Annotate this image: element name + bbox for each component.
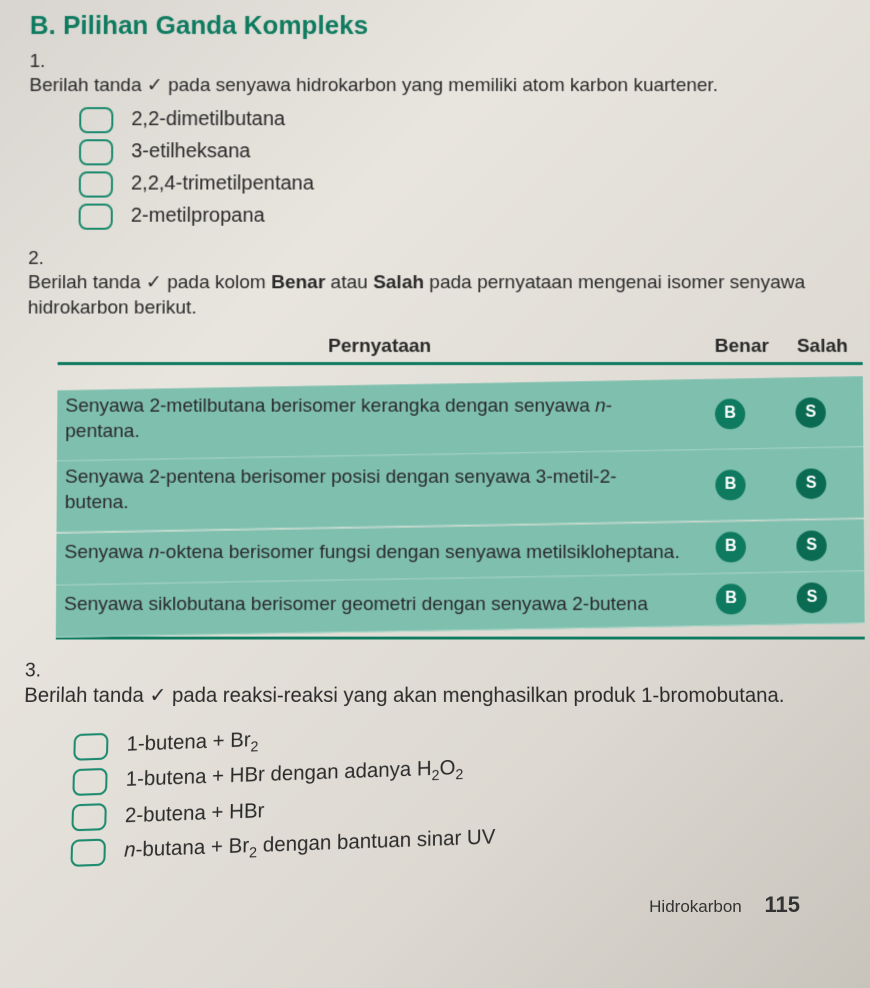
checkbox[interactable] (71, 803, 107, 831)
stmt-italic: n (149, 542, 160, 563)
q2-table: Pernyataan Benar Salah Senyawa 2-metilbu… (56, 336, 865, 630)
table-row: Senyawa 2-pentena berisomer posisi denga… (57, 448, 864, 534)
checkbox[interactable] (72, 768, 107, 796)
opt-text: O (440, 756, 456, 779)
q1-options: 2,2-dimetilbutana 3-etilheksana 2,2,4-tr… (79, 107, 842, 230)
salah-badge[interactable]: S (796, 468, 826, 498)
checkbox[interactable] (73, 732, 108, 760)
opt-text: 2-butena + HBr (125, 799, 265, 827)
option-label: 2,2-dimetilbutana (131, 108, 285, 131)
header-pernyataan: Pernyataan (58, 336, 702, 358)
salah-badge[interactable]: S (797, 582, 828, 613)
question-3: 3. Berilah tanda ✓ pada reaksi-reaksi ya… (19, 660, 850, 853)
benar-badge[interactable]: B (715, 470, 745, 500)
q3-options: 1-butena + Br2 1-butena + HBr dengan ada… (70, 706, 850, 866)
q2-text: Berilah tanda ✓ pada kolom Benar atau Sa… (28, 270, 812, 322)
checkmark-icon: ✓ (147, 75, 163, 96)
stmt-text: Senyawa (64, 542, 148, 563)
stmt-italic: n (595, 396, 606, 417)
statement-cell: Senyawa n-oktena berisomer fungsi dengan… (64, 540, 690, 565)
opt-text: dengan bantuan sinar UV (257, 825, 495, 856)
option-label: n-butana + Br2 dengan bantuan sinar UV (124, 825, 496, 864)
checkmark-icon: ✓ (149, 684, 166, 706)
q2-mid: pada kolom (162, 272, 271, 293)
checkmark-icon: ✓ (146, 272, 162, 293)
header-benar: Benar (702, 336, 783, 358)
q2-salah: Salah (373, 272, 424, 293)
opt-sub: 2 (249, 843, 257, 860)
option-label: 2-metilpropana (131, 205, 265, 228)
checkbox[interactable] (70, 838, 106, 866)
opt-sub: 2 (455, 765, 463, 782)
table-header: Pernyataan Benar Salah (58, 336, 863, 365)
q2-prefix: Berilah tanda (28, 272, 146, 293)
q1-option: 2,2-dimetilbutana (79, 107, 841, 133)
opt-text: 1-butena + Br (126, 728, 250, 755)
header-salah: Salah (782, 336, 863, 358)
question-1: 1. Berilah tanda ✓ pada senyawa hidrokar… (28, 51, 841, 229)
section-header: B. Pilihan Ganda Kompleks (30, 10, 841, 41)
q3-number: 3. (25, 660, 52, 682)
stmt-text: Senyawa 2-pentena berisomer posisi denga… (65, 467, 617, 513)
opt-text: -butana + Br (135, 834, 249, 861)
checkbox[interactable] (79, 203, 113, 229)
q1-text: Berilah tanda ✓ pada senyawa hidrokarbon… (29, 73, 810, 99)
checkbox[interactable] (79, 171, 113, 197)
q1-suffix: pada senyawa hidrokarbon yang memiliki a… (163, 75, 718, 96)
opt-sub: 2 (250, 737, 258, 754)
question-2: 2. Berilah tanda ✓ pada kolom Benar atau… (25, 248, 844, 640)
opt-text: 1-butena + HBr dengan adanya H (126, 757, 432, 791)
option-label: 2,2,4-trimetilpentana (131, 173, 314, 196)
option-label: 1-butena + Br2 (126, 728, 258, 758)
table-body: Senyawa 2-metilbutana berisomer kerangka… (56, 383, 865, 630)
page-footer: Hidrokarbon 115 (649, 892, 800, 918)
salah-badge[interactable]: S (795, 397, 825, 427)
benar-badge[interactable]: B (715, 398, 745, 428)
q1-option: 3-etilheksana (79, 139, 841, 165)
q1-prefix: Berilah tanda (29, 75, 147, 96)
option-label: 2-butena + HBr (125, 799, 265, 828)
q3-text: Berilah tanda ✓ pada reaksi-reaksi yang … (24, 682, 816, 710)
option-label: 3-etilheksana (131, 140, 250, 163)
stmt-text: Senyawa 2-metilbutana berisomer kerangka… (65, 396, 595, 417)
statement-cell: Senyawa 2-metilbutana berisomer kerangka… (65, 395, 690, 445)
benar-badge[interactable]: B (716, 532, 746, 563)
table-bottom-border (56, 636, 865, 639)
q1-option: 2,2,4-trimetilpentana (79, 171, 842, 197)
q1-number: 1. (29, 51, 55, 73)
opt-italic: n (124, 838, 136, 861)
salah-badge[interactable]: S (796, 530, 826, 561)
section-title-text: Pilihan Ganda Kompleks (63, 10, 368, 40)
q3-suffix: pada reaksi-reaksi yang akan menghasilka… (166, 684, 784, 706)
q2-benar: Benar (271, 272, 325, 293)
q1-option: 2-metilpropana (79, 203, 842, 229)
statement-cell: Senyawa 2-pentena berisomer posisi denga… (65, 466, 691, 516)
section-letter: B. (30, 10, 56, 40)
stmt-text: -oktena berisomer fungsi dengan senyawa … (159, 542, 679, 563)
benar-badge[interactable]: B (716, 584, 746, 615)
q3-prefix: Berilah tanda (24, 684, 150, 706)
statement-cell: Senyawa siklobutana berisomer geometri d… (64, 592, 691, 617)
option-label: 1-butena + HBr dengan adanya H2O2 (125, 755, 463, 793)
checkbox[interactable] (79, 107, 113, 133)
checkbox[interactable] (79, 139, 113, 165)
stmt-text: Senyawa siklobutana berisomer geometri d… (64, 593, 648, 614)
q2-number: 2. (28, 248, 54, 270)
page-number: 115 (765, 892, 801, 917)
q2-mid2: atau (325, 272, 373, 293)
footer-chapter: Hidrokarbon (649, 897, 742, 916)
